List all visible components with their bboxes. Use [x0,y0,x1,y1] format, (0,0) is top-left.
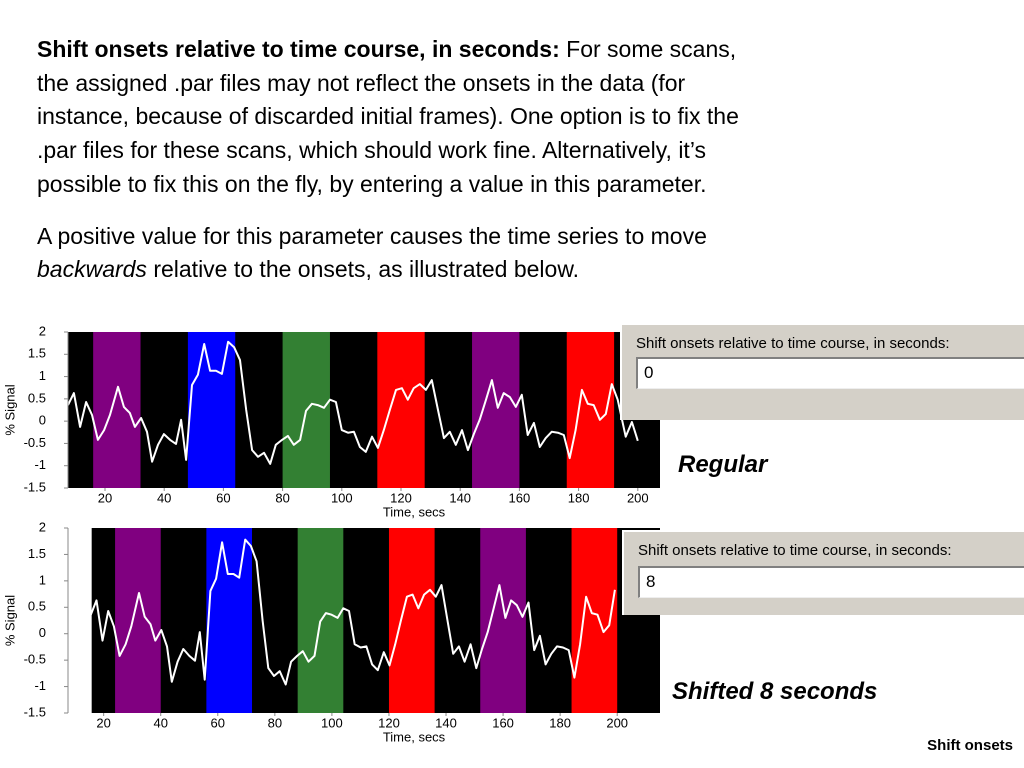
x-tick-label: 160 [492,715,514,730]
text-line: instance, because of discarded initial f… [37,103,739,129]
x-tick-label: 60 [211,715,225,730]
caption: Regular [678,451,768,478]
y-tick-label: 1 [39,368,46,383]
x-tick-label: 120 [378,715,400,730]
y-tick-label: -1 [34,457,46,472]
y-tick-label: 1 [39,572,46,587]
x-axis-label: Time, secs [383,504,446,519]
y-tick-label: -1.5 [24,479,46,494]
x-tick-label: 140 [435,715,457,730]
settings-panel: Shift onsets relative to time course, in… [622,530,1024,615]
field-label: Shift onsets relative to time course, in… [638,542,952,559]
y-tick-label: 1.5 [28,346,46,361]
lead: Shift onsets relative to time course, in… [37,36,560,62]
emphasis: backwards [37,256,147,282]
condition-block [377,332,425,488]
x-tick-label: 200 [627,490,649,505]
x-tick-label: 20 [96,715,110,730]
x-tick-label: 160 [509,490,531,505]
x-tick-label: 80 [268,715,282,730]
x-tick-label: 20 [98,490,112,505]
x-tick-label: 120 [390,490,412,505]
y-tick-label: -1.5 [24,704,46,719]
text-line: backwards relative to the onsets, as ill… [37,254,579,284]
x-tick-label: 40 [153,715,167,730]
text-field[interactable]: 0 [636,357,1024,389]
condition-block [187,332,236,488]
x-tick-label: 100 [321,715,343,730]
y-tick-label: 0 [39,625,46,640]
x-axis-label: Time, secs [383,729,446,744]
plot-background [91,528,661,713]
text-line: A positive value for this parameter caus… [37,223,707,249]
x-tick-label: 60 [216,490,230,505]
caption: Shifted 8 seconds [672,678,878,705]
text: For some scans, [566,36,737,62]
signal-line [67,340,639,465]
x-tick-label: 180 [568,490,590,505]
x-tick-label: 100 [331,490,353,505]
footer: Shift onsets [927,737,1013,754]
condition-block [93,332,141,488]
y-tick-label: -1 [34,678,46,693]
text-field[interactable]: 8 [638,566,1024,598]
y-tick-label: 0.5 [28,390,46,405]
x-tick-label: 200 [606,715,628,730]
condition-block [388,528,435,713]
field-label: Shift onsets relative to time course, in… [636,335,950,352]
condition-block [115,528,161,713]
y-axis-label: % Signal [2,384,17,435]
x-tick-label: 40 [157,490,171,505]
plot-background [68,332,660,488]
y-tick-label: 2 [39,519,46,534]
x-tick-label: 80 [275,490,289,505]
condition-block [472,332,520,488]
y-tick-label: 2 [39,323,46,338]
text-line: .par files for these scans, which should… [37,137,707,163]
x-tick-label: 180 [549,715,571,730]
condition-block [480,528,526,713]
text: relative to the onsets, as illustrated b… [153,256,580,282]
x-tick-label: 140 [449,490,471,505]
text-line: possible to fix this on the fly, by ente… [37,171,707,197]
y-tick-label: 0.5 [28,599,46,614]
y-tick-label: -0.5 [24,435,46,450]
signal-line [89,538,616,686]
text-line: the assigned .par files may not reflect … [37,70,686,96]
y-tick-label: -0.5 [24,652,46,667]
y-axis-label: % Signal [2,595,17,646]
y-tick-label: 1.5 [28,546,46,561]
y-tick-label: 0 [39,413,46,428]
text-line: Shift onsets relative to time course, in… [37,34,736,64]
condition-block [206,528,253,713]
settings-panel: Shift onsets relative to time course, in… [620,323,1024,420]
